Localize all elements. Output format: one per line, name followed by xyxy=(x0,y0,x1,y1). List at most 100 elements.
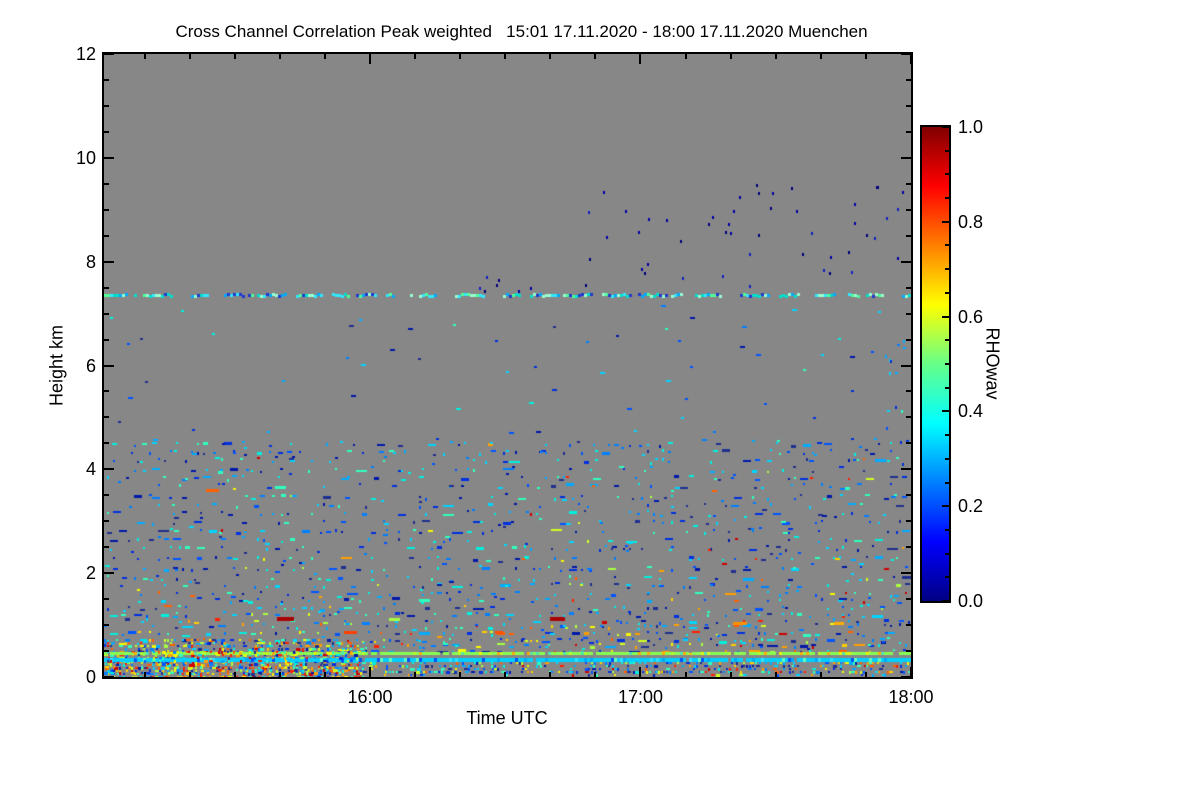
y-axis-tick xyxy=(104,572,114,574)
plot-area xyxy=(102,52,913,679)
chart-title: Cross Channel Correlation Peak weighted … xyxy=(175,22,868,41)
y-axis-tick xyxy=(906,131,911,133)
x-axis-tick xyxy=(234,672,236,677)
colorbar-tick xyxy=(945,482,949,484)
colorbar-tick xyxy=(945,244,949,246)
y-axis-tick xyxy=(104,365,114,367)
y-axis-tick xyxy=(104,416,109,418)
y-axis-tick xyxy=(104,468,114,470)
y-axis-tick xyxy=(104,339,109,341)
x-axis-tick xyxy=(504,672,506,677)
colorbar xyxy=(920,125,951,603)
y-axis-tick xyxy=(104,53,114,55)
colorbar-tick xyxy=(945,387,949,389)
x-axis-tick-label: 18:00 xyxy=(888,687,934,707)
y-axis-tick xyxy=(901,468,911,470)
x-axis-tick xyxy=(279,54,281,59)
x-axis-tick xyxy=(414,54,416,59)
x-axis-tick xyxy=(504,54,506,59)
x-axis-label: Time UTC xyxy=(466,708,548,728)
colorbar-tick xyxy=(945,150,949,152)
x-axis-tick xyxy=(775,672,777,677)
x-axis-tick xyxy=(369,667,371,677)
y-axis-tick-label: 8 xyxy=(85,251,96,272)
y-axis-tick xyxy=(906,390,911,392)
colorbar-tick xyxy=(945,339,949,341)
x-axis-tick xyxy=(324,672,326,677)
y-axis-tick xyxy=(906,416,911,418)
y-axis-tick xyxy=(906,624,911,626)
y-axis-tick xyxy=(906,650,911,652)
colorbar-tick xyxy=(945,458,949,460)
x-axis-tick xyxy=(775,54,777,59)
y-axis-tick xyxy=(104,79,109,81)
y-axis-tick xyxy=(104,442,109,444)
y-axis-tick-label: 10 xyxy=(75,147,96,168)
y-axis-tick xyxy=(901,676,911,678)
y-axis-tick xyxy=(906,598,911,600)
x-axis-tick xyxy=(414,672,416,677)
x-axis-tick xyxy=(594,54,596,59)
y-axis-tick-label: 6 xyxy=(85,355,96,376)
x-axis-tick xyxy=(279,672,281,677)
y-axis-tick xyxy=(906,546,911,548)
colorbar-tick xyxy=(945,197,949,199)
y-axis-tick xyxy=(104,650,109,652)
x-axis-tick xyxy=(865,672,867,677)
y-axis-tick xyxy=(901,365,911,367)
y-axis-tick xyxy=(104,546,109,548)
y-axis-tick xyxy=(104,261,114,263)
colorbar-tick xyxy=(945,553,949,555)
y-axis-tick xyxy=(104,598,109,600)
colorbar-tick xyxy=(942,410,949,412)
colorbar-gradient xyxy=(922,127,949,601)
y-axis-tick xyxy=(906,339,911,341)
x-axis-tick xyxy=(820,54,822,59)
y-axis-tick xyxy=(104,676,114,678)
x-axis-tick xyxy=(369,54,371,64)
y-axis-tick xyxy=(901,53,911,55)
colorbar-tick-label: 0.0 xyxy=(958,591,984,611)
y-axis-tick xyxy=(104,131,109,133)
y-axis-tick xyxy=(104,287,109,289)
y-axis-tick xyxy=(901,572,911,574)
heatmap-canvas xyxy=(104,54,911,677)
y-axis-tick xyxy=(906,287,911,289)
x-axis-tick xyxy=(730,672,732,677)
y-axis-tick-label: 12 xyxy=(75,44,96,64)
colorbar-tick xyxy=(945,268,949,270)
y-axis-tick-label: 2 xyxy=(85,563,96,584)
y-axis-tick xyxy=(906,105,911,107)
x-axis-tick xyxy=(820,672,822,677)
x-axis-tick-label: 16:00 xyxy=(347,687,393,707)
colorbar-tick-label: 1.0 xyxy=(958,117,984,137)
y-axis-tick xyxy=(104,624,109,626)
colorbar-tick-label: 0.6 xyxy=(958,306,984,327)
colorbar-tick xyxy=(945,434,949,436)
y-axis-tick xyxy=(104,183,109,185)
x-axis-tick xyxy=(910,667,912,677)
x-axis-tick xyxy=(144,54,146,59)
y-axis-tick-label: 4 xyxy=(85,459,96,480)
x-axis-tick xyxy=(324,54,326,59)
x-axis-tick xyxy=(685,54,687,59)
x-axis-tick xyxy=(639,667,641,677)
colorbar-tick-label: 0.4 xyxy=(958,401,984,422)
x-axis-tick xyxy=(639,54,641,64)
y-axis-tick xyxy=(104,390,109,392)
x-axis-tick xyxy=(189,54,191,59)
x-axis-tick xyxy=(459,672,461,677)
colorbar-tick xyxy=(945,363,949,365)
x-axis-tick xyxy=(459,54,461,59)
x-axis-tick xyxy=(685,672,687,677)
y-axis-tick xyxy=(104,209,109,211)
colorbar-tick xyxy=(945,576,949,578)
y-axis-tick xyxy=(906,79,911,81)
y-axis-tick xyxy=(906,183,911,185)
y-axis-tick xyxy=(906,209,911,211)
colorbar-tick xyxy=(942,221,949,223)
x-axis-tick xyxy=(910,54,912,64)
x-axis-tick-label: 17:00 xyxy=(617,687,663,707)
x-axis-tick xyxy=(144,672,146,677)
